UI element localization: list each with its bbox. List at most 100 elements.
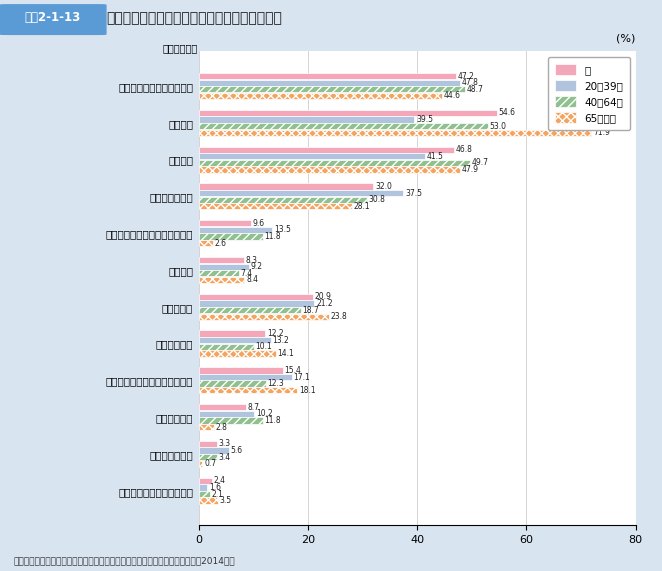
Text: 48.7: 48.7 — [466, 85, 483, 94]
Bar — [199, 411, 254, 417]
Text: 2.8: 2.8 — [216, 423, 228, 432]
Text: 幸福感を判断するのに重視した事項（世代別）: 幸福感を判断するのに重視した事項（世代別） — [106, 11, 282, 25]
Bar — [199, 331, 265, 337]
Text: (%): (%) — [616, 34, 636, 44]
Text: 53.0: 53.0 — [490, 122, 506, 131]
Text: 17.1: 17.1 — [294, 372, 310, 381]
Text: 9.2: 9.2 — [250, 262, 263, 271]
Text: 3.3: 3.3 — [218, 440, 230, 448]
Legend: 計, 20～39歳, 40～64歳, 65歳以上: 計, 20～39歳, 40～64歳, 65歳以上 — [547, 57, 630, 130]
Bar — [199, 196, 367, 203]
Text: 18.7: 18.7 — [303, 305, 319, 315]
Text: 2.6: 2.6 — [214, 239, 226, 248]
Bar — [199, 160, 470, 166]
Text: 8.3: 8.3 — [246, 256, 258, 264]
Bar — [199, 166, 460, 172]
Bar — [199, 116, 414, 123]
Bar — [199, 351, 275, 357]
Bar — [199, 380, 265, 387]
Bar — [199, 344, 254, 350]
Bar — [199, 153, 425, 159]
Bar — [199, 79, 459, 86]
Bar — [199, 337, 271, 343]
Text: 46.8: 46.8 — [456, 145, 473, 154]
Bar — [199, 270, 239, 276]
Text: 7.4: 7.4 — [241, 269, 253, 278]
Bar — [199, 240, 213, 246]
Bar — [199, 417, 263, 424]
Bar — [199, 257, 244, 263]
Text: 12.3: 12.3 — [267, 379, 284, 388]
Bar — [199, 491, 210, 497]
Bar — [199, 374, 292, 380]
Bar — [199, 300, 314, 307]
Bar — [199, 147, 454, 153]
Text: 10.1: 10.1 — [256, 343, 272, 351]
Bar — [199, 203, 352, 210]
Bar — [199, 404, 246, 411]
Text: 11.8: 11.8 — [265, 416, 281, 425]
FancyBboxPatch shape — [0, 5, 106, 34]
Text: 49.7: 49.7 — [471, 158, 489, 167]
Text: 37.5: 37.5 — [405, 188, 422, 198]
Text: 41.5: 41.5 — [427, 152, 444, 161]
Text: 図表2-1-13: 図表2-1-13 — [25, 11, 81, 25]
Text: 2.4: 2.4 — [213, 476, 225, 485]
Text: 28.1: 28.1 — [354, 202, 370, 211]
Bar — [199, 73, 456, 79]
Bar — [199, 123, 488, 129]
Bar — [199, 367, 283, 373]
Text: 10.2: 10.2 — [256, 409, 273, 419]
Text: 15.4: 15.4 — [285, 366, 301, 375]
Text: 1.6: 1.6 — [209, 483, 221, 492]
Bar — [199, 110, 496, 116]
Text: 0.7: 0.7 — [204, 459, 216, 468]
Text: 資料：厚生労働省政策統括官付政策評価官室委託「健康意識に関する調査」（2014年）: 資料：厚生労働省政策統括官付政策評価官室委託「健康意識に関する調査」（2014年… — [13, 556, 235, 565]
Bar — [199, 227, 272, 233]
Text: 54.6: 54.6 — [498, 108, 516, 118]
Text: （複数回答）: （複数回答） — [163, 43, 198, 53]
Bar — [199, 130, 591, 136]
Text: 3.4: 3.4 — [219, 453, 231, 462]
Text: 23.8: 23.8 — [330, 312, 347, 321]
Bar — [199, 461, 203, 467]
Bar — [199, 313, 328, 320]
Text: 21.2: 21.2 — [316, 299, 332, 308]
Text: 3.5: 3.5 — [219, 496, 232, 505]
Text: 14.1: 14.1 — [277, 349, 294, 358]
Text: 8.4: 8.4 — [246, 275, 258, 284]
Bar — [199, 307, 301, 313]
Bar — [199, 190, 403, 196]
Text: 13.5: 13.5 — [274, 226, 291, 234]
Text: 11.8: 11.8 — [265, 232, 281, 241]
Bar — [199, 277, 244, 283]
Bar — [199, 263, 249, 270]
Text: 47.9: 47.9 — [462, 165, 479, 174]
Text: 30.8: 30.8 — [369, 195, 385, 204]
Bar — [199, 424, 214, 430]
Text: 39.5: 39.5 — [416, 115, 433, 124]
Text: 20.9: 20.9 — [314, 292, 331, 301]
Text: 47.2: 47.2 — [458, 71, 475, 81]
Bar — [199, 220, 251, 226]
Text: 71.9: 71.9 — [593, 128, 610, 137]
Bar — [199, 454, 217, 460]
Text: 8.7: 8.7 — [248, 403, 260, 412]
Bar — [199, 183, 373, 190]
Text: 18.1: 18.1 — [299, 386, 316, 395]
Bar — [199, 448, 229, 454]
Text: 12.2: 12.2 — [267, 329, 283, 338]
Bar — [199, 484, 207, 490]
Text: 32.0: 32.0 — [375, 182, 392, 191]
Text: 5.6: 5.6 — [231, 446, 243, 455]
Bar — [199, 387, 297, 393]
Bar — [199, 497, 218, 504]
Bar — [199, 293, 312, 300]
Text: 44.6: 44.6 — [444, 91, 461, 100]
Bar — [199, 234, 263, 240]
Text: 13.2: 13.2 — [272, 336, 289, 345]
Bar — [199, 86, 465, 93]
Bar — [199, 441, 216, 447]
Text: 2.1: 2.1 — [212, 489, 224, 498]
Bar — [199, 93, 442, 99]
